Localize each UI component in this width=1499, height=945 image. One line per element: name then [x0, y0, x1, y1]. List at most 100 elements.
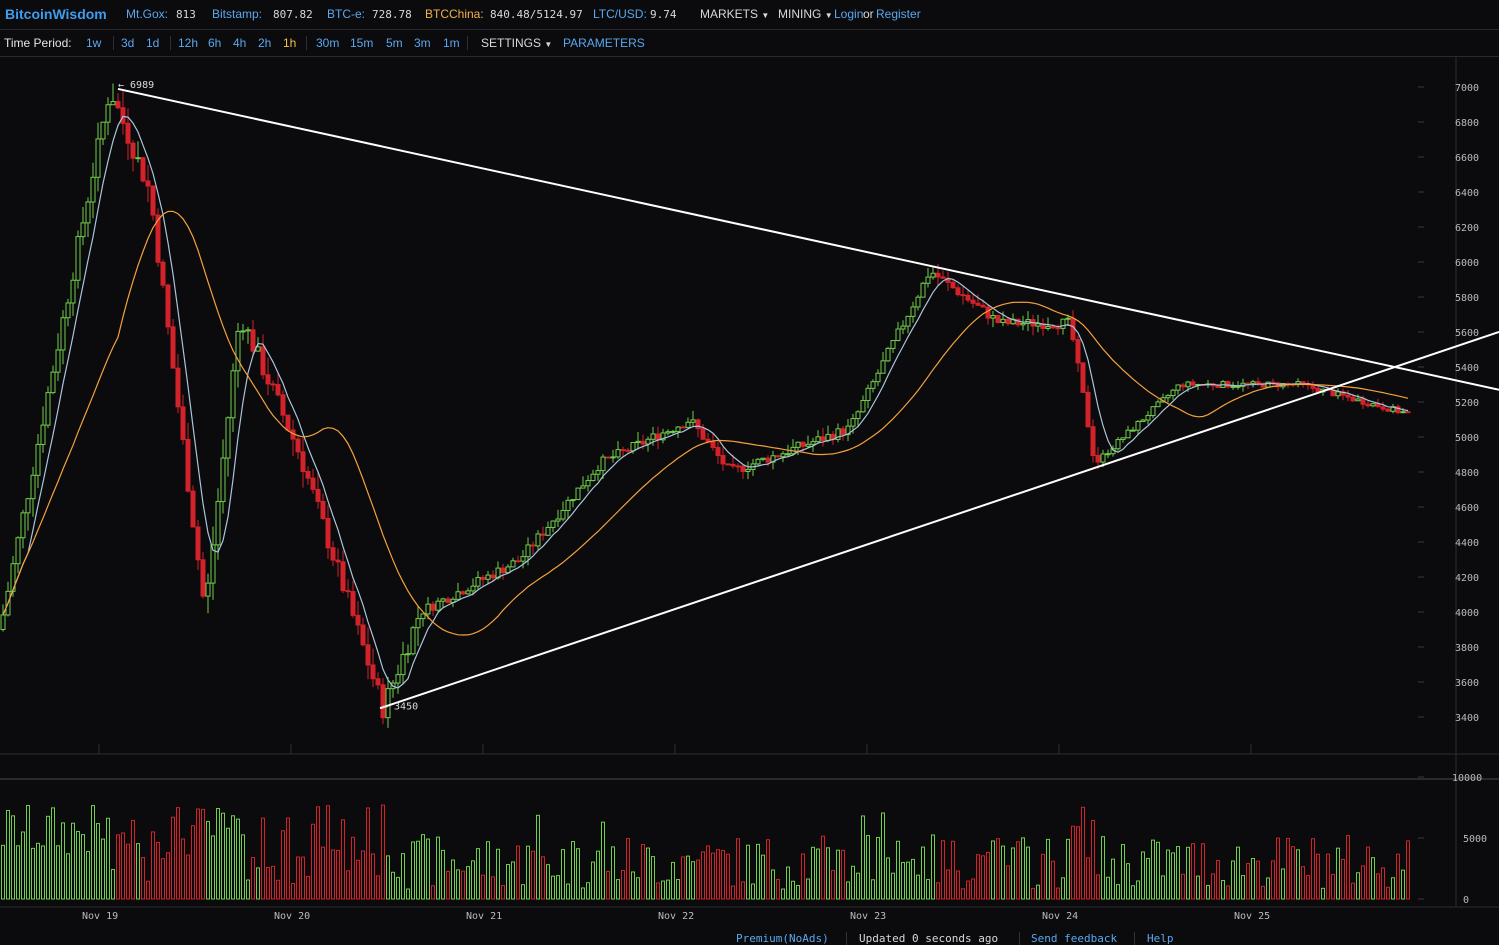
period-15m[interactable]: 15m — [350, 36, 374, 50]
candle-body — [795, 441, 801, 448]
candle-body — [1360, 398, 1366, 405]
login-link[interactable]: Login — [834, 7, 864, 21]
volume-bar — [141, 857, 145, 900]
candle-body — [685, 421, 691, 428]
market-ltcusd-label[interactable]: LTC/USD: — [593, 7, 647, 21]
volume-bar — [186, 854, 190, 900]
period-3m[interactable]: 3m — [414, 36, 431, 50]
volume-bar — [196, 808, 200, 900]
candle-body — [650, 433, 656, 440]
period-1d[interactable]: 1d — [146, 36, 160, 50]
period-2h[interactable]: 2h — [258, 36, 272, 50]
candle-body — [995, 315, 1001, 323]
candle-body — [955, 287, 961, 296]
period-5m[interactable]: 5m — [386, 36, 403, 50]
candle-body — [405, 653, 411, 656]
candle-body — [915, 296, 921, 308]
period-3d[interactable]: 3d — [121, 36, 135, 50]
volume-bar — [1261, 885, 1265, 900]
volume-bar — [1296, 849, 1300, 900]
volume-bar — [901, 861, 905, 900]
candle-body — [540, 533, 546, 536]
volume-bar — [796, 884, 800, 900]
app-logo[interactable]: BitcoinWisdom — [5, 6, 107, 22]
period-6h[interactable]: 6h — [208, 36, 222, 50]
volume-bar — [391, 871, 395, 900]
candle-body — [535, 533, 541, 547]
candle-body — [30, 474, 36, 500]
mining-menu-label: MINING — [778, 7, 822, 21]
volume-bar — [646, 847, 650, 900]
divider — [467, 36, 468, 50]
candle-body — [245, 329, 251, 332]
premium-link[interactable]: Premium(NoAds) — [736, 932, 829, 945]
candle-body — [510, 560, 516, 568]
candle-body — [420, 613, 426, 620]
period-30m[interactable]: 30m — [316, 36, 340, 50]
volume-bar — [691, 861, 695, 900]
candle-body — [445, 598, 451, 603]
price-chart[interactable]: 3400 3600 3800 4000 4200 4400 4600 4800 5000 5200… — [0, 57, 1499, 930]
period-1w[interactable]: 1w — [86, 36, 102, 50]
candle-body — [185, 438, 191, 492]
candle-body — [1180, 384, 1186, 388]
candle-body — [860, 400, 866, 413]
volume-bar — [531, 850, 535, 900]
volume-bar — [1106, 876, 1110, 900]
volume-bar — [1086, 857, 1090, 900]
candle-body — [660, 432, 666, 441]
volume-bar — [511, 861, 515, 900]
register-link[interactable]: Register — [876, 7, 921, 21]
candle-body — [1005, 318, 1011, 325]
volume-bar — [26, 804, 30, 900]
candle-body — [940, 276, 946, 279]
parameters-link[interactable]: PARAMETERS — [563, 36, 645, 50]
volume-bar — [1221, 880, 1225, 900]
period-12h[interactable]: 12h — [178, 36, 199, 50]
candle-body — [1185, 381, 1191, 388]
markets-menu[interactable]: MARKETS ▼ — [700, 0, 769, 29]
candle-body — [435, 600, 441, 611]
volume-bar — [1361, 865, 1365, 900]
mining-menu[interactable]: MINING ▼ — [778, 0, 833, 29]
period-1h[interactable]: 1h — [283, 36, 297, 50]
period-4h[interactable]: 4h — [233, 36, 247, 50]
settings-menu[interactable]: SETTINGS ▼ — [481, 30, 552, 56]
y-tick-label: 6000 — [1455, 258, 1479, 269]
market-btcchina-label[interactable]: BTCChina: — [425, 7, 484, 21]
volume-bar — [336, 849, 340, 900]
market-mtgox-label[interactable]: Mt.Gox: — [126, 7, 169, 21]
period-1m[interactable]: 1m — [443, 36, 460, 50]
help-link[interactable]: Help — [1147, 932, 1174, 945]
volume-bar — [121, 832, 125, 900]
candle-body — [1395, 406, 1401, 414]
feedback-link[interactable]: Send feedback — [1031, 932, 1118, 945]
candle-body — [1260, 382, 1266, 388]
market-bitstamp-label[interactable]: Bitstamp: — [212, 7, 263, 21]
volume-bar — [106, 817, 110, 900]
volume-bar — [496, 848, 500, 900]
volume-bar — [316, 806, 320, 900]
candle-body — [1385, 408, 1391, 412]
volume-bar — [491, 876, 495, 900]
volume-bar — [1056, 887, 1060, 900]
candle-body — [1250, 381, 1256, 385]
candle-body — [425, 603, 431, 615]
x-tick-label: Nov 19 — [82, 911, 118, 922]
volume-bar — [96, 823, 100, 900]
volume-bar — [331, 849, 335, 900]
candle-body — [365, 644, 371, 666]
candle-body — [355, 614, 361, 626]
volume-bar — [921, 846, 925, 900]
market-btce-label[interactable]: BTC-e: — [327, 7, 366, 21]
volume-bar — [1061, 877, 1065, 900]
volume-bar — [1301, 866, 1305, 900]
volume-bar — [736, 838, 740, 900]
candle-body — [335, 559, 341, 563]
candle-body — [675, 426, 681, 432]
volume-bar — [591, 861, 595, 900]
chevron-down-icon: ▼ — [761, 11, 770, 20]
volume-bar — [406, 888, 410, 900]
volume-bar — [401, 853, 405, 900]
chart-grid — [0, 57, 1499, 908]
